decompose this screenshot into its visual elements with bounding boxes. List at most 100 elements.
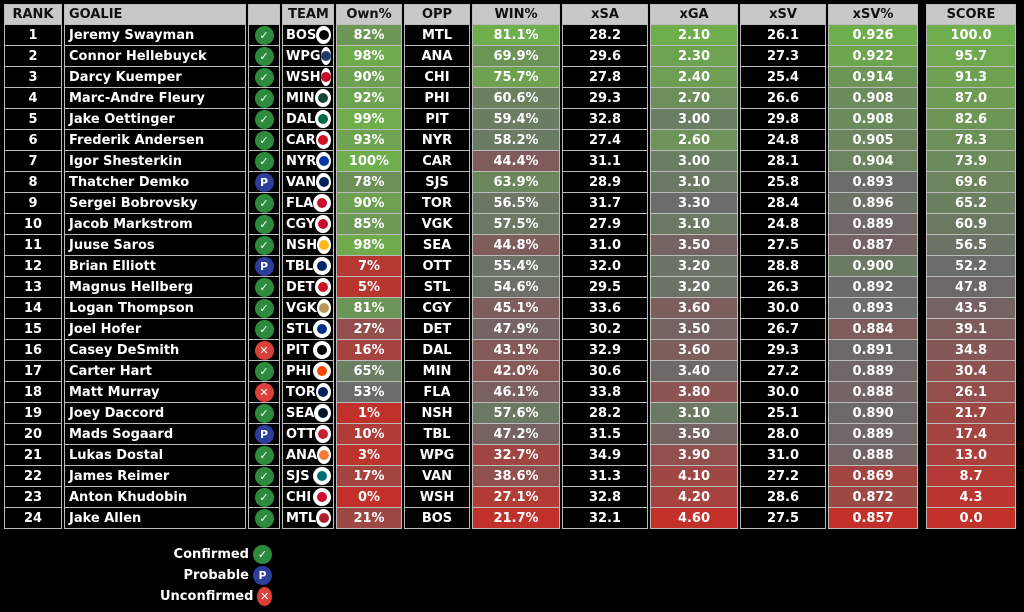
confirmed-icon: ✓ — [254, 319, 274, 339]
table-row[interactable]: 22 James Reimer ✓ SJS 17% VAN 38.6% 31.3… — [4, 466, 1018, 487]
xsv-cell: 31.0 — [740, 445, 826, 466]
own-cell: 16% — [336, 340, 402, 361]
table-row[interactable]: 9 Sergei Bobrovsky ✓ FLA 90% TOR 56.5% 3… — [4, 193, 1018, 214]
team-abbr: PIT — [286, 342, 310, 358]
goalie-name: Carter Hart — [64, 361, 246, 382]
header-goalie[interactable]: GOALIE — [64, 4, 246, 25]
table-row[interactable]: 21 Lukas Dostal ✓ ANA 3% WPG 32.7% 34.9 … — [4, 445, 1018, 466]
team-abbr: SJS — [286, 468, 310, 484]
goalie-name: Brian Elliott — [64, 256, 246, 277]
table-row[interactable]: 1 Jeremy Swayman ✓ BOS 82% MTL 81.1% 28.… — [4, 25, 1018, 46]
table-row[interactable]: 19 Joey Daccord ✓ SEA 1% NSH 57.6% 28.2 … — [4, 403, 1018, 424]
xsa-cell: 29.6 — [562, 46, 648, 67]
xga-cell: 2.30 — [650, 46, 738, 67]
table-row[interactable]: 13 Magnus Hellberg ✓ DET 5% STL 54.6% 29… — [4, 277, 1018, 298]
table-row[interactable]: 8 Thatcher Demko P VAN 78% SJS 63.9% 28.… — [4, 172, 1018, 193]
xsvp-cell: 0.888 — [828, 445, 918, 466]
header-team[interactable]: TEAM — [282, 4, 334, 25]
header-opp[interactable]: OPP — [404, 4, 470, 25]
header-rank[interactable]: RANK — [4, 4, 62, 25]
team-cell: CHI — [282, 487, 334, 508]
win-cell: 54.6% — [472, 277, 560, 298]
xsv-cell: 24.8 — [740, 214, 826, 235]
table-row[interactable]: 20 Mads Sogaard P OTT 10% TBL 47.2% 31.5… — [4, 424, 1018, 445]
status-cell: ✓ — [248, 403, 280, 424]
status-cell: ✓ — [248, 214, 280, 235]
xsvp-cell: 0.888 — [828, 382, 918, 403]
table-row[interactable]: 24 Jake Allen ✓ MTL 21% BOS 21.7% 32.1 4… — [4, 508, 1018, 529]
table-row[interactable]: 11 Juuse Saros ✓ NSH 98% SEA 44.8% 31.0 … — [4, 235, 1018, 256]
legend-label: Probable — [183, 568, 249, 583]
xga-cell: 3.10 — [650, 214, 738, 235]
xsv-cell: 25.8 — [740, 172, 826, 193]
own-cell: 98% — [336, 235, 402, 256]
table-row[interactable]: 17 Carter Hart ✓ PHI 65% MIN 42.0% 30.6 … — [4, 361, 1018, 382]
header-xga[interactable]: xGA — [650, 4, 738, 25]
header-score[interactable]: SCORE — [926, 4, 1016, 25]
win-cell: 38.6% — [472, 466, 560, 487]
header-xsvp[interactable]: xSV% — [828, 4, 918, 25]
confirmed-icon: ✓ — [254, 88, 274, 108]
table-row[interactable]: 23 Anton Khudobin ✓ CHI 0% WSH 27.1% 32.… — [4, 487, 1018, 508]
opp-cell: VAN — [404, 466, 470, 487]
probable-icon: P — [254, 424, 274, 444]
team-cell: VGK — [282, 298, 334, 319]
xsv-cell: 24.8 — [740, 130, 826, 151]
own-cell: 78% — [336, 172, 402, 193]
own-cell: 85% — [336, 214, 402, 235]
status-cell: ✓ — [248, 319, 280, 340]
table-row[interactable]: 15 Joel Hofer ✓ STL 27% DET 47.9% 30.2 3… — [4, 319, 1018, 340]
xsa-cell: 30.2 — [562, 319, 648, 340]
score-cell: 78.3 — [926, 130, 1016, 151]
score-cell: 91.3 — [926, 67, 1016, 88]
xsa-cell: 32.8 — [562, 109, 648, 130]
own-cell: 1% — [336, 403, 402, 424]
xga-cell: 3.50 — [650, 319, 738, 340]
header-win[interactable]: WIN% — [472, 4, 560, 25]
xsvp-cell: 0.908 — [828, 109, 918, 130]
team-logo-icon — [316, 26, 331, 44]
team-logo-icon — [320, 47, 331, 65]
table-row[interactable]: 16 Casey DeSmith ✕ PIT 16% DAL 43.1% 32.… — [4, 340, 1018, 361]
table-row[interactable]: 10 Jacob Markstrom ✓ CGY 85% VGK 57.5% 2… — [4, 214, 1018, 235]
table-row[interactable]: 5 Jake Oettinger ✓ DAL 99% PIT 59.4% 32.… — [4, 109, 1018, 130]
table-row[interactable]: 14 Logan Thompson ✓ VGK 81% CGY 45.1% 33… — [4, 298, 1018, 319]
team-abbr: OTT — [286, 426, 316, 442]
team-logo-icon — [314, 404, 331, 422]
table-row[interactable]: 2 Connor Hellebuyck ✓ WPG 98% ANA 69.9% … — [4, 46, 1018, 67]
team-logo-icon — [317, 236, 331, 254]
table-row[interactable]: 3 Darcy Kuemper ✓ WSH 90% CHI 75.7% 27.8… — [4, 67, 1018, 88]
opp-cell: WSH — [404, 487, 470, 508]
score-cell: 60.9 — [926, 214, 1016, 235]
table-row[interactable]: 12 Brian Elliott P TBL 7% OTT 55.4% 32.0… — [4, 256, 1018, 277]
team-cell: CGY — [282, 214, 334, 235]
team-logo-icon — [313, 194, 331, 212]
confirmed-icon: ✓ — [254, 508, 274, 528]
xga-cell: 3.10 — [650, 172, 738, 193]
goalie-name: Igor Shesterkin — [64, 151, 246, 172]
header-xsv[interactable]: xSV — [740, 4, 826, 25]
legend-item-probable: Probable P — [160, 565, 272, 586]
score-cell: 52.2 — [926, 256, 1016, 277]
xsv-cell: 27.2 — [740, 466, 826, 487]
xsvp-cell: 0.914 — [828, 67, 918, 88]
opp-cell: NSH — [404, 403, 470, 424]
xsv-cell: 30.0 — [740, 298, 826, 319]
table-row[interactable]: 4 Marc-Andre Fleury ✓ MIN 92% PHI 60.6% … — [4, 88, 1018, 109]
confirmed-icon: ✓ — [254, 235, 274, 255]
table-row[interactable]: 18 Matt Murray ✕ TOR 53% FLA 46.1% 33.8 … — [4, 382, 1018, 403]
xga-cell: 3.20 — [650, 277, 738, 298]
header-own[interactable]: Own% — [336, 4, 402, 25]
score-cell: 30.4 — [926, 361, 1016, 382]
opp-cell: MIN — [404, 361, 470, 382]
goalie-name: Frederik Andersen — [64, 130, 246, 151]
own-cell: 53% — [336, 382, 402, 403]
table-row[interactable]: 7 Igor Shesterkin ✓ NYR 100% CAR 44.4% 3… — [4, 151, 1018, 172]
table-row[interactable]: 6 Frederik Andersen ✓ CAR 93% NYR 58.2% … — [4, 130, 1018, 151]
status-cell: ✓ — [248, 277, 280, 298]
header-xsa[interactable]: xSA — [562, 4, 648, 25]
xsv-cell: 28.1 — [740, 151, 826, 172]
score-cell: 82.6 — [926, 109, 1016, 130]
xsvp-cell: 0.889 — [828, 214, 918, 235]
rank-cell: 4 — [4, 88, 62, 109]
